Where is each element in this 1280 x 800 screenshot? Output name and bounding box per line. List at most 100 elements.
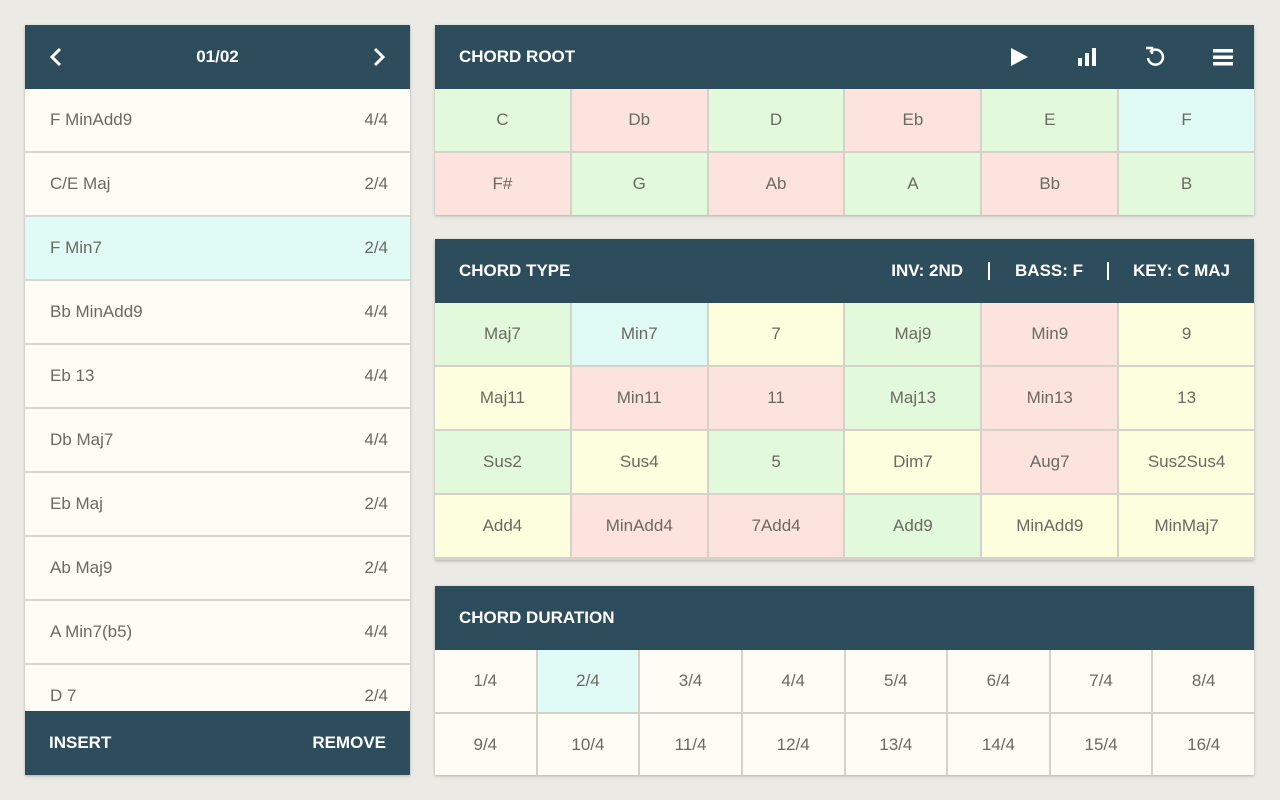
chord-list-item[interactable]: F MinAdd9 4/4 — [25, 89, 410, 151]
chord-list-item[interactable]: Bb MinAdd9 4/4 — [25, 281, 410, 343]
chord-name: Db Maj7 — [50, 430, 114, 449]
root-button[interactable]: D — [708, 89, 844, 151]
chord-duration-title: CHORD DURATION — [459, 608, 615, 627]
type-button[interactable]: MinAdd9 — [982, 495, 1118, 557]
duration-button[interactable]: 4/4 — [742, 650, 844, 712]
type-button[interactable]: Maj13 — [845, 367, 981, 429]
duration-button[interactable]: 14/4 — [948, 714, 1049, 775]
type-button[interactable]: Min9 — [982, 303, 1118, 365]
type-button[interactable]: 13 — [1119, 367, 1254, 429]
type-button[interactable]: 11 — [708, 367, 844, 429]
chord-duration: 4/4 — [364, 302, 388, 321]
duration-button[interactable]: 6/4 — [948, 650, 1049, 712]
duration-button[interactable]: 13/4 — [845, 714, 947, 775]
undo-button[interactable] — [1144, 46, 1166, 68]
play-button[interactable] — [1008, 46, 1030, 68]
type-button[interactable]: Sus2 — [435, 431, 570, 493]
root-button[interactable]: Bb — [982, 153, 1118, 215]
chord-list-item[interactable]: Eb Maj 2/4 — [25, 473, 410, 535]
duration-button[interactable]: 5/4 — [845, 650, 947, 712]
type-button[interactable]: 5 — [708, 431, 844, 493]
duration-button[interactable]: 10/4 — [537, 714, 639, 775]
chord-type-panel: CHORD TYPE INV: 2ND BASS: F KEY: C MAJ M… — [435, 239, 1254, 560]
type-button[interactable]: 7Add4 — [708, 495, 844, 557]
remove-button[interactable]: REMOVE — [312, 733, 386, 752]
root-button[interactable]: E — [982, 89, 1118, 151]
chord-duration-header: CHORD DURATION — [435, 586, 1254, 650]
type-button[interactable]: MinMaj7 — [1119, 495, 1254, 557]
type-button[interactable]: Sus2Sus4 — [1119, 431, 1254, 493]
chord-root-grid: C Db D Eb E F F# G Ab A Bb B — [435, 89, 1254, 215]
chord-list-item[interactable]: Ab Maj9 2/4 — [25, 537, 410, 599]
page-indicator: 01/02 — [196, 47, 239, 66]
type-button[interactable]: Min13 — [982, 367, 1118, 429]
root-button[interactable]: C — [435, 89, 570, 151]
root-button[interactable]: Db — [571, 89, 707, 151]
key-indicator[interactable]: KEY: C MAJ — [1133, 261, 1230, 280]
inversion-indicator[interactable]: INV: 2ND — [891, 261, 964, 280]
duration-button[interactable]: 15/4 — [1050, 714, 1152, 775]
duration-button[interactable]: 12/4 — [742, 714, 844, 775]
chord-duration-grid: 1/4 2/4 3/4 4/4 5/4 6/4 7/4 8/4 9/4 10/4 11/4 12/4 1… — [435, 650, 1254, 775]
menu-button[interactable] — [1212, 46, 1234, 68]
root-button[interactable]: F — [1119, 89, 1254, 151]
chord-name: F Min7 — [50, 238, 102, 257]
chord-type-grid: Maj7 Min7 7 Maj9 Min9 9 Maj11 Min11 11 Maj13 Min13… — [435, 303, 1254, 560]
next-button[interactable] — [372, 47, 386, 67]
separator — [1107, 262, 1110, 280]
duration-button[interactable]: 8/4 — [1153, 650, 1254, 712]
chord-root-header: CHORD ROOT — [435, 25, 1254, 89]
type-button[interactable]: Maj11 — [435, 367, 570, 429]
chord-duration: 2/4 — [364, 238, 388, 257]
chord-list-item[interactable]: D 7 2/4 — [25, 665, 410, 711]
type-button[interactable]: Maj9 — [845, 303, 981, 365]
chord-list-item[interactable]: A Min7(b5) 4/4 — [25, 601, 410, 663]
chord-list: F MinAdd9 4/4 C/E Maj 2/4 F Min7 2/4 Bb MinAdd… — [25, 89, 410, 711]
root-button[interactable]: G — [571, 153, 707, 215]
root-button[interactable]: Eb — [845, 89, 981, 151]
chord-duration: 2/4 — [364, 686, 388, 705]
chord-list-item[interactable]: Db Maj7 4/4 — [25, 409, 410, 471]
chord-root-title: CHORD ROOT — [459, 47, 576, 66]
chord-duration: 4/4 — [364, 366, 388, 385]
bass-indicator[interactable]: BASS: F — [1015, 261, 1084, 280]
root-button[interactable]: F# — [435, 153, 570, 215]
type-button[interactable]: Aug7 — [982, 431, 1118, 493]
prev-button[interactable] — [49, 47, 63, 67]
chord-duration: 2/4 — [364, 558, 388, 577]
chord-name: F MinAdd9 — [50, 110, 133, 129]
type-button[interactable]: Dim7 — [845, 431, 981, 493]
duration-button[interactable]: 3/4 — [640, 650, 741, 712]
duration-button[interactable]: 1/4 — [435, 650, 536, 712]
stats-button[interactable] — [1076, 46, 1098, 68]
chord-name: Ab Maj9 — [50, 558, 113, 577]
type-button[interactable]: Add9 — [845, 495, 981, 557]
type-button[interactable]: MinAdd4 — [571, 495, 707, 557]
duration-button[interactable]: 7/4 — [1050, 650, 1152, 712]
type-button[interactable]: 9 — [1119, 303, 1254, 365]
type-button[interactable]: 7 — [708, 303, 844, 365]
type-button[interactable]: Min11 — [571, 367, 707, 429]
type-button[interactable]: Sus4 — [571, 431, 707, 493]
type-button[interactable]: Maj7 — [435, 303, 570, 365]
chord-duration-panel: CHORD DURATION 1/4 2/4 3/4 4/4 5/4 6/4 7/4 8/4 9… — [435, 586, 1254, 775]
duration-button[interactable]: 16/4 — [1153, 714, 1254, 775]
root-button[interactable]: A — [845, 153, 981, 215]
chord-list-item[interactable]: F Min7 2/4 — [25, 217, 410, 279]
type-button[interactable]: Min7 — [571, 303, 707, 365]
chord-duration: 2/4 — [364, 494, 388, 513]
insert-button[interactable]: INSERT — [49, 733, 112, 752]
type-button[interactable]: Add4 — [435, 495, 570, 557]
duration-button[interactable]: 11/4 — [640, 714, 741, 775]
chord-name: Eb 13 — [50, 366, 95, 385]
chord-list-item[interactable]: C/E Maj 2/4 — [25, 153, 410, 215]
root-button[interactable]: Ab — [708, 153, 844, 215]
chord-duration: 4/4 — [364, 110, 388, 129]
chord-list-item[interactable]: Eb 13 4/4 — [25, 345, 410, 407]
root-button[interactable]: B — [1119, 153, 1254, 215]
chord-duration: 4/4 — [364, 622, 388, 641]
chord-type-header: CHORD TYPE INV: 2ND BASS: F KEY: C MAJ — [435, 239, 1254, 303]
duration-button[interactable]: 2/4 — [537, 650, 639, 712]
duration-button[interactable]: 9/4 — [435, 714, 536, 775]
